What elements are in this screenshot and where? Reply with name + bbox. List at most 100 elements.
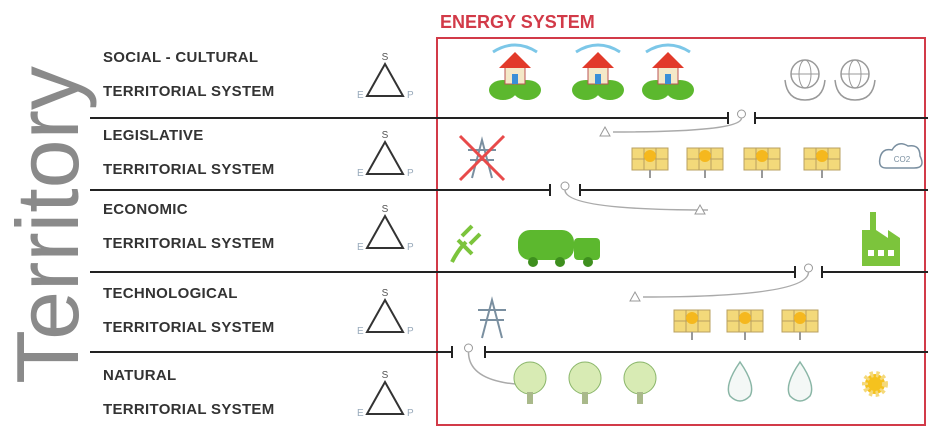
triangle-left: E bbox=[357, 326, 364, 337]
row-label: TECHNOLOGICAL bbox=[103, 285, 238, 302]
roof bbox=[582, 52, 614, 68]
icons: CO2 bbox=[450, 43, 923, 404]
triangle-left: E bbox=[357, 90, 364, 101]
house-icon bbox=[642, 43, 694, 100]
connector bbox=[804, 263, 813, 273]
triangle-top: S bbox=[382, 130, 389, 141]
sun bbox=[699, 150, 711, 162]
row-label: TERRITORIAL SYSTEM bbox=[103, 401, 275, 418]
small-triangle bbox=[599, 125, 611, 137]
cab bbox=[574, 238, 600, 260]
triangle-left: E bbox=[357, 242, 364, 253]
triangle-left: E bbox=[357, 408, 364, 419]
rows: SOCIAL - CULTURAL TERRITORIAL SYSTEM S E P LE… bbox=[90, 49, 928, 419]
triangle bbox=[365, 213, 405, 249]
row-label: NATURAL bbox=[103, 367, 176, 384]
solar-panel-icon bbox=[631, 147, 669, 178]
drop-icon bbox=[727, 360, 753, 402]
connector-arrow bbox=[612, 117, 743, 133]
mast bbox=[478, 296, 506, 339]
row-label: SOCIAL - CULTURAL bbox=[103, 49, 258, 66]
sky bbox=[575, 43, 621, 54]
triangle bbox=[365, 379, 405, 415]
globe-icon bbox=[784, 59, 826, 101]
leaf bbox=[596, 80, 624, 100]
triangle-top: S bbox=[382, 288, 389, 299]
leaf bbox=[513, 80, 541, 100]
connector bbox=[737, 109, 746, 119]
triangle-left: E bbox=[357, 168, 364, 179]
triangle bbox=[365, 297, 405, 333]
sky bbox=[645, 43, 691, 54]
hands bbox=[784, 79, 826, 101]
triangle bbox=[365, 61, 405, 97]
row-label: ECONOMIC bbox=[103, 201, 188, 218]
drop-icon bbox=[787, 360, 813, 402]
triangle-right: P bbox=[407, 326, 414, 337]
triangle-right: P bbox=[407, 242, 414, 253]
leaf bbox=[489, 80, 517, 100]
solar-panel-icon bbox=[686, 147, 724, 178]
sun bbox=[756, 150, 768, 162]
triangle-top: S bbox=[382, 52, 389, 63]
co2-label: CO2 bbox=[894, 155, 911, 164]
tank bbox=[518, 230, 574, 260]
crown bbox=[623, 361, 657, 395]
trunk bbox=[582, 392, 588, 404]
triangle-top: S bbox=[382, 204, 389, 215]
row-label: TERRITORIAL SYSTEM bbox=[103, 235, 275, 252]
sky bbox=[492, 43, 538, 54]
door bbox=[665, 74, 671, 84]
triangle bbox=[365, 139, 405, 175]
crown bbox=[568, 361, 602, 395]
factory bbox=[862, 212, 900, 266]
trunk bbox=[637, 392, 643, 404]
sun bbox=[794, 312, 806, 324]
solar-panel-icon bbox=[726, 309, 764, 340]
solar-panel-icon bbox=[743, 147, 781, 178]
tree-icon bbox=[568, 361, 602, 404]
wheel bbox=[555, 257, 565, 267]
door bbox=[512, 74, 518, 84]
door bbox=[595, 74, 601, 84]
roof bbox=[499, 52, 531, 68]
factory-icon bbox=[862, 212, 900, 266]
connector bbox=[560, 181, 570, 191]
sun bbox=[739, 312, 751, 324]
window bbox=[888, 250, 894, 256]
row-label: TERRITORIAL SYSTEM bbox=[103, 319, 275, 336]
connector-arrow bbox=[642, 271, 810, 298]
co2-icon: CO2 bbox=[878, 143, 923, 169]
energy-box bbox=[436, 37, 926, 426]
solar-panel-icon bbox=[781, 309, 819, 340]
hands bbox=[834, 79, 876, 101]
roof bbox=[652, 52, 684, 68]
window bbox=[868, 250, 874, 256]
energy-title: ENERGY SYSTEM bbox=[440, 12, 595, 32]
sun bbox=[686, 312, 698, 324]
sun bbox=[644, 150, 656, 162]
small-triangle bbox=[629, 290, 641, 302]
wheel bbox=[583, 257, 593, 267]
trunk bbox=[527, 392, 533, 404]
sun bbox=[816, 150, 828, 162]
wheel bbox=[528, 257, 538, 267]
row-label: LEGISLATIVE bbox=[103, 127, 204, 144]
solar-panel-icon bbox=[803, 147, 841, 178]
house-icon bbox=[489, 43, 541, 100]
triangle-right: P bbox=[407, 168, 414, 179]
row-label: TERRITORIAL SYSTEM bbox=[103, 161, 275, 178]
leaf bbox=[642, 80, 670, 100]
cross bbox=[458, 134, 506, 182]
triangle-right: P bbox=[407, 90, 414, 101]
house-icon bbox=[572, 43, 624, 100]
leaf bbox=[572, 80, 600, 100]
triangle-top: S bbox=[382, 370, 389, 381]
tree-icon bbox=[513, 361, 547, 404]
plug-icon bbox=[450, 224, 482, 263]
connector-arrow bbox=[564, 189, 709, 211]
turbine-icon bbox=[458, 134, 506, 182]
globe-icon bbox=[834, 59, 876, 101]
turbine-icon bbox=[478, 296, 506, 339]
